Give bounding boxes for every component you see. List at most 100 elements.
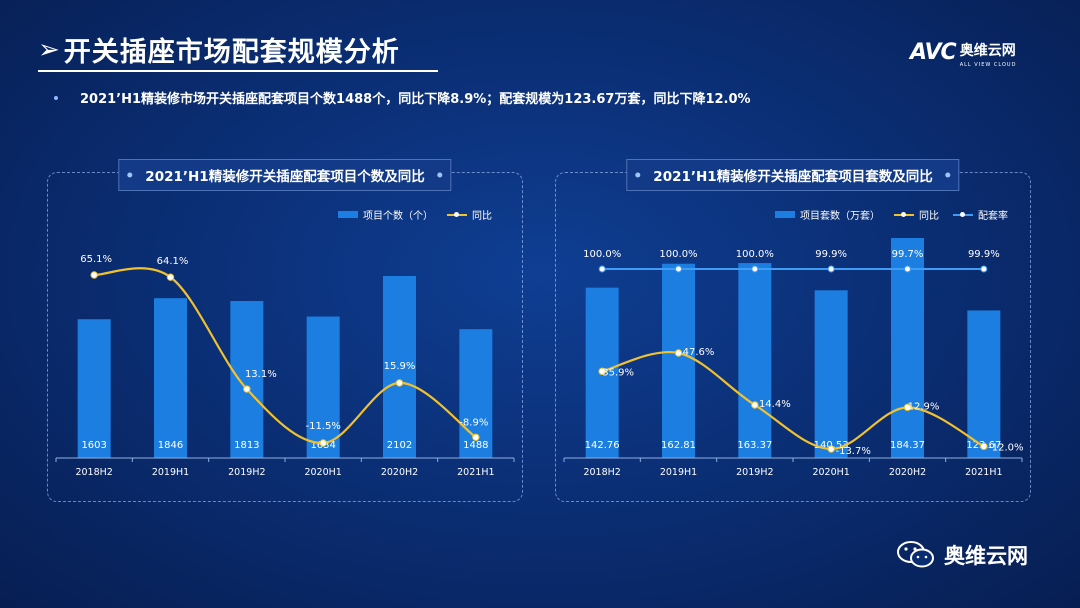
x-tick-label: 2018H2	[75, 467, 112, 478]
rate-label: 99.9%	[968, 249, 1000, 260]
rate-label: 100.0%	[659, 249, 697, 260]
dot-icon	[437, 172, 443, 178]
data-point-yoy	[751, 401, 759, 409]
watermark-text: 奥维云网	[944, 544, 1028, 568]
title-underline	[38, 70, 438, 72]
x-tick-label: 2021H1	[965, 467, 1002, 478]
bar-value-label: 142.76	[585, 440, 620, 451]
legend-item-yoy: 同比	[894, 207, 939, 222]
bar	[738, 263, 772, 458]
rate-label: 99.7%	[892, 249, 924, 260]
series-line-yoy	[601, 350, 985, 451]
wechat-icon	[897, 541, 934, 568]
data-point-yoy	[598, 367, 606, 376]
data-point-yoy	[472, 433, 480, 441]
legend-bar-swatch	[338, 211, 358, 218]
legend-label: 配套率	[978, 211, 1008, 222]
chart-title: 2021’H1精装修开关插座配套项目个数及同比	[118, 159, 452, 191]
yoy-label: 64.1%	[157, 256, 189, 267]
yoy-label: -8.9%	[459, 417, 488, 428]
bar	[306, 316, 340, 458]
arrow-icon: ➢	[38, 34, 60, 65]
yoy-label: 65.1%	[80, 254, 112, 265]
rate-label: 99.9%	[815, 249, 847, 260]
data-point-rate	[980, 265, 988, 273]
logo-cn-text: 奥维云网	[959, 43, 1016, 59]
yoy-label: 15.9%	[384, 361, 416, 372]
legend-item-rate: 配套率	[953, 207, 1008, 222]
x-tick-label: 2019H1	[152, 467, 189, 478]
yoy-label: -13.7%	[835, 446, 870, 457]
summary-text: 2021’H1精装修市场开关插座配套项目个数1488个，同比下降8.9%；配套规…	[80, 92, 751, 107]
legend-label: 项目个数（个）	[363, 211, 433, 222]
legend-item-yoy: 同比	[447, 207, 492, 222]
bar-value-label: 1846	[158, 440, 183, 451]
bar	[383, 276, 416, 458]
data-point-yoy	[903, 403, 912, 412]
avc-logo: AVC 奥维云网 ALL VIEW CLOUD	[910, 40, 1016, 68]
bar	[891, 238, 924, 458]
bar-value-label: 1813	[234, 440, 259, 451]
data-point-yoy	[674, 349, 683, 357]
legend-bar-swatch	[775, 211, 795, 218]
data-point-yoy	[243, 385, 251, 393]
x-tick-label: 2019H2	[228, 467, 265, 478]
bar-value-label: 2102	[387, 440, 412, 451]
bar-value-label: 1603	[81, 440, 106, 451]
bar	[154, 298, 187, 458]
data-point-rate	[904, 265, 911, 273]
legend-item-bar: 项目套数（万套）	[775, 207, 880, 222]
bar-value-label: 163.37	[737, 440, 772, 451]
x-tick-label: 2018H2	[583, 467, 620, 478]
dot-icon	[945, 172, 951, 178]
x-tick-label: 2020H2	[889, 467, 926, 478]
chart-title: 2021’H1精装修开关插座配套项目套数及同比	[626, 159, 960, 191]
chart-panel-project-units: 2021’H1精装修开关插座配套项目套数及同比 项目套数（万套） 同比 配套率 …	[555, 159, 1031, 502]
chart-svg: 2018H2 2019H1 2019H2 2020H1 2020H2 2021H1 1603…	[55, 254, 515, 478]
summary-line: 2021’H1精装修市场开关插座配套项目个数1488个，同比下降8.9%；配套规…	[54, 88, 751, 107]
data-point-rate	[751, 265, 759, 273]
x-tick-label: 2019H1	[660, 467, 697, 478]
legend-item-bar: 项目个数（个）	[338, 207, 433, 222]
x-tick-label: 2019H2	[736, 467, 773, 478]
dot-icon	[635, 172, 641, 178]
yoy-label: 47.6%	[683, 347, 715, 358]
legend-label: 同比	[472, 211, 492, 222]
x-tick-label: 2020H1	[812, 467, 849, 478]
yoy-label: 14.4%	[759, 399, 791, 410]
data-point-yoy	[395, 379, 404, 387]
data-point-yoy	[166, 273, 175, 281]
chart-title-text: 2021’H1精装修开关插座配套项目套数及同比	[653, 169, 933, 185]
bar-value-label: 162.81	[661, 440, 696, 451]
bar-value-label: 1488	[463, 440, 488, 451]
data-point-yoy	[980, 442, 988, 451]
legend-label: 项目套数（万套）	[800, 211, 880, 222]
chart-legend: 项目套数（万套） 同比 配套率	[761, 207, 1008, 222]
data-point-rate	[827, 265, 835, 273]
series-line-yoy	[94, 267, 477, 445]
logo-en-text: ALL VIEW CLOUD	[959, 62, 1017, 68]
x-tick-label: 2020H2	[381, 467, 418, 478]
data-point-rate	[598, 265, 606, 273]
data-point-yoy	[827, 445, 835, 453]
yoy-label: 35.9%	[602, 367, 634, 378]
data-point-yoy	[90, 271, 98, 279]
legend-line-swatch	[953, 211, 973, 217]
bar-value-label: 184.37	[890, 440, 925, 451]
data-point-rate	[675, 265, 682, 273]
x-tick-label: 2021H1	[457, 467, 494, 478]
wechat-watermark: 奥维云网	[896, 540, 1028, 570]
chart-title-text: 2021’H1精装修开关插座配套项目个数及同比	[145, 169, 425, 185]
yoy-label: -11.5%	[305, 421, 340, 432]
yoy-label: 13.1%	[245, 369, 277, 380]
bullet-icon	[54, 95, 58, 100]
legend-label: 同比	[919, 211, 939, 222]
bar	[967, 310, 1001, 458]
dot-icon	[127, 172, 133, 178]
page-title: 开关插座市场配套规模分析	[63, 37, 400, 68]
chart-svg: 2018H2 2019H1 2019H2 2020H1 2020H2 2021H1 142.…	[563, 238, 1024, 478]
bar	[814, 290, 848, 458]
rate-label: 100.0%	[583, 249, 621, 260]
rate-label: 100.0%	[736, 249, 774, 260]
legend-line-swatch	[447, 211, 467, 217]
